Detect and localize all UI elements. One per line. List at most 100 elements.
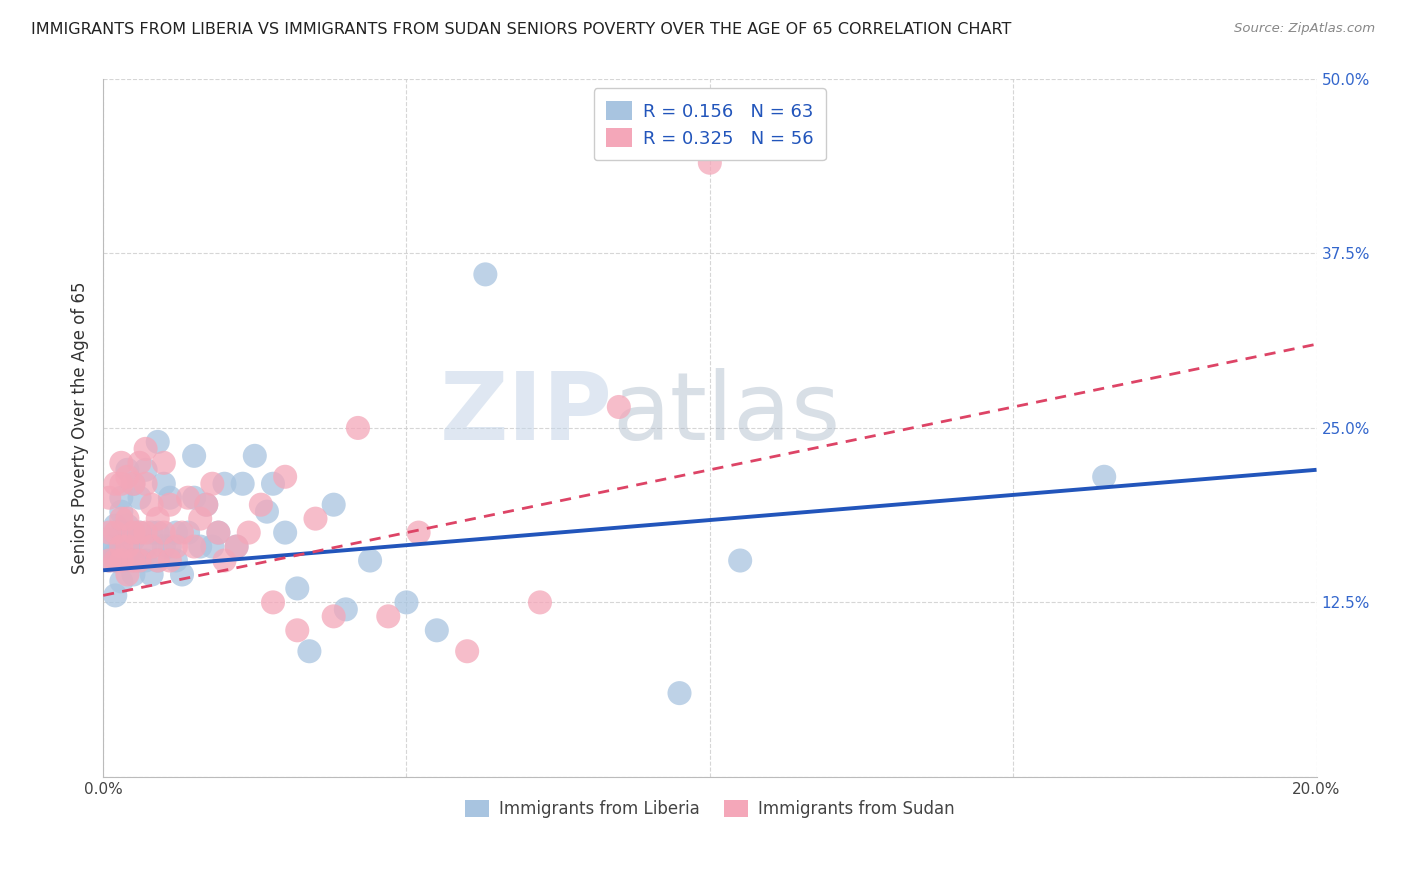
- Point: [304, 511, 326, 525]
- Point: [117, 567, 139, 582]
- Point: [177, 525, 200, 540]
- Point: [201, 540, 224, 554]
- Point: [141, 567, 163, 582]
- Point: [135, 540, 157, 554]
- Point: [183, 540, 205, 554]
- Point: [135, 463, 157, 477]
- Point: [238, 525, 260, 540]
- Point: [359, 553, 381, 567]
- Point: [153, 476, 176, 491]
- Point: [159, 540, 181, 554]
- Point: [170, 525, 193, 540]
- Point: [225, 540, 247, 554]
- Point: [159, 498, 181, 512]
- Point: [159, 491, 181, 505]
- Legend: Immigrants from Liberia, Immigrants from Sudan: Immigrants from Liberia, Immigrants from…: [458, 793, 962, 824]
- Point: [117, 470, 139, 484]
- Point: [408, 525, 430, 540]
- Point: [195, 498, 218, 512]
- Point: [110, 547, 132, 561]
- Point: [146, 525, 169, 540]
- Point: [135, 525, 157, 540]
- Text: IMMIGRANTS FROM LIBERIA VS IMMIGRANTS FROM SUDAN SENIORS POVERTY OVER THE AGE OF: IMMIGRANTS FROM LIBERIA VS IMMIGRANTS FR…: [31, 22, 1011, 37]
- Point: [104, 553, 127, 567]
- Point: [165, 540, 187, 554]
- Point: [214, 476, 236, 491]
- Point: [232, 476, 254, 491]
- Point: [298, 644, 321, 658]
- Point: [377, 609, 399, 624]
- Point: [146, 434, 169, 449]
- Point: [128, 525, 150, 540]
- Point: [128, 456, 150, 470]
- Point: [128, 525, 150, 540]
- Point: [122, 533, 145, 547]
- Point: [256, 505, 278, 519]
- Point: [110, 553, 132, 567]
- Point: [98, 553, 121, 567]
- Point: [183, 491, 205, 505]
- Point: [207, 525, 229, 540]
- Point: [607, 400, 630, 414]
- Point: [1092, 470, 1115, 484]
- Point: [117, 511, 139, 525]
- Point: [456, 644, 478, 658]
- Point: [165, 553, 187, 567]
- Point: [153, 540, 176, 554]
- Point: [110, 525, 132, 540]
- Point: [201, 476, 224, 491]
- Point: [135, 476, 157, 491]
- Point: [153, 525, 176, 540]
- Point: [110, 574, 132, 589]
- Point: [728, 553, 751, 567]
- Point: [188, 511, 211, 525]
- Point: [274, 525, 297, 540]
- Point: [128, 491, 150, 505]
- Point: [110, 505, 132, 519]
- Point: [262, 476, 284, 491]
- Point: [122, 553, 145, 567]
- Point: [117, 540, 139, 554]
- Point: [135, 442, 157, 456]
- Point: [104, 547, 127, 561]
- Point: [141, 498, 163, 512]
- Point: [668, 686, 690, 700]
- Text: atlas: atlas: [613, 368, 841, 460]
- Point: [117, 463, 139, 477]
- Point: [104, 525, 127, 540]
- Point: [274, 470, 297, 484]
- Point: [98, 540, 121, 554]
- Point: [285, 582, 308, 596]
- Point: [188, 540, 211, 554]
- Point: [135, 553, 157, 567]
- Point: [214, 553, 236, 567]
- Point: [128, 553, 150, 567]
- Point: [250, 498, 273, 512]
- Point: [117, 540, 139, 554]
- Point: [110, 456, 132, 470]
- Point: [141, 525, 163, 540]
- Point: [117, 518, 139, 533]
- Point: [195, 498, 218, 512]
- Point: [153, 456, 176, 470]
- Point: [243, 449, 266, 463]
- Text: ZIP: ZIP: [440, 368, 613, 460]
- Point: [122, 553, 145, 567]
- Point: [141, 540, 163, 554]
- Point: [207, 525, 229, 540]
- Point: [177, 491, 200, 505]
- Point: [104, 518, 127, 533]
- Point: [104, 476, 127, 491]
- Point: [322, 498, 344, 512]
- Point: [110, 491, 132, 505]
- Point: [98, 553, 121, 567]
- Point: [98, 491, 121, 505]
- Point: [347, 421, 370, 435]
- Point: [104, 589, 127, 603]
- Point: [183, 449, 205, 463]
- Point: [170, 567, 193, 582]
- Point: [146, 553, 169, 567]
- Point: [98, 533, 121, 547]
- Point: [146, 511, 169, 525]
- Point: [395, 595, 418, 609]
